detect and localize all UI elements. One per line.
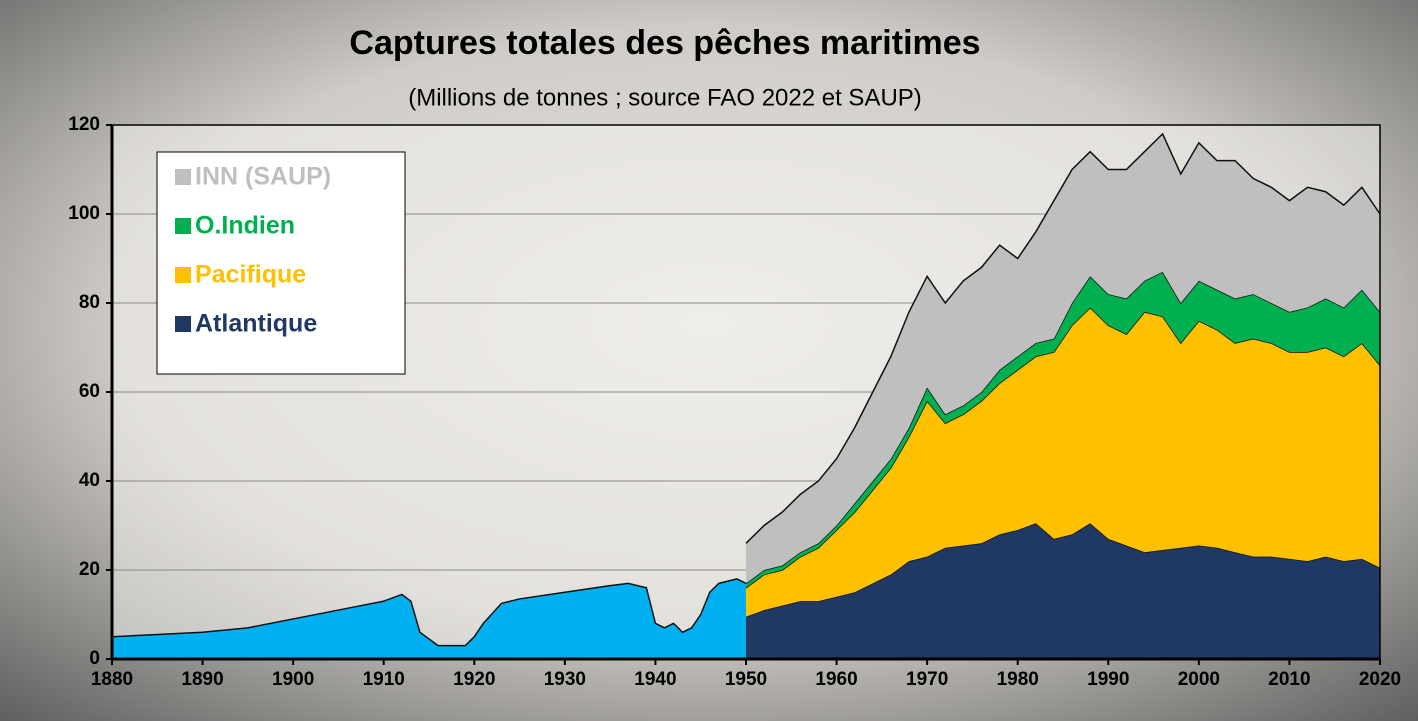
x-tick-label: 2010 <box>1268 669 1310 690</box>
area-edge <box>745 132 1381 544</box>
x-tick-label: 1960 <box>815 669 857 690</box>
x-tick-label: 2020 <box>1359 669 1401 690</box>
x-tick-label: 1920 <box>453 669 495 690</box>
chart-subtitle: (Millions de tonnes ; source FAO 2022 et… <box>408 84 922 111</box>
y-tick-label: 60 <box>79 381 100 402</box>
area <box>746 523 1380 659</box>
y-tick-label: 20 <box>79 559 100 580</box>
legend-swatch <box>175 218 191 234</box>
area <box>746 133 1380 584</box>
legend-label: INN (SAUP) <box>195 163 331 191</box>
legend-label: O.Indien <box>195 212 295 240</box>
x-tick-label: 1880 <box>91 669 133 690</box>
legend-swatch <box>175 267 191 283</box>
legend-label: Atlantique <box>195 310 317 338</box>
x-tick-label: 1970 <box>906 669 948 690</box>
x-tick-label: 1890 <box>181 669 223 690</box>
x-tick-label: 1940 <box>634 669 676 690</box>
area <box>112 578 746 659</box>
y-tick-label: 100 <box>68 203 100 224</box>
chart-title: Captures totales des pêches maritimes <box>349 24 980 62</box>
y-tick-label: 80 <box>79 292 100 313</box>
x-tick-label: 1910 <box>363 669 405 690</box>
legend-label: Pacifique <box>195 261 306 289</box>
x-tick-label: 2000 <box>1178 669 1220 690</box>
x-tick-label: 1930 <box>544 669 586 690</box>
x-tick-label: 1990 <box>1087 669 1129 690</box>
area-edge <box>111 578 747 647</box>
y-tick-label: 0 <box>89 648 100 669</box>
legend-swatch <box>175 316 191 332</box>
area <box>746 307 1380 617</box>
legend-box <box>156 151 406 375</box>
x-tick-label: 1900 <box>272 669 314 690</box>
y-tick-label: 120 <box>68 114 100 135</box>
y-tick-label: 40 <box>79 470 100 491</box>
legend-swatch <box>175 169 191 185</box>
x-tick-label: 1950 <box>725 669 767 690</box>
x-tick-label: 1980 <box>997 669 1039 690</box>
